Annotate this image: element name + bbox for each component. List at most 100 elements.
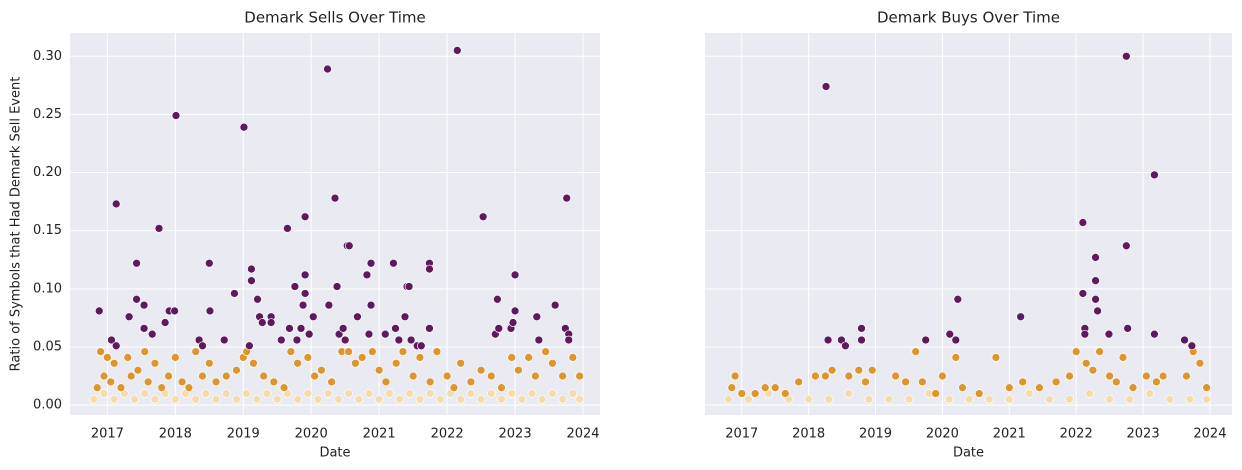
scatter-point (351, 358, 360, 368)
scatter-point (1091, 253, 1100, 262)
scatter-point (191, 347, 201, 356)
scatter-point (901, 377, 910, 387)
scatter-point (1125, 394, 1135, 404)
y-tick-label: 0.25 (33, 107, 62, 122)
scatter-point (303, 389, 313, 398)
scatter-point (541, 347, 550, 356)
scatter-point (857, 324, 866, 333)
scatter-point (154, 224, 164, 233)
scatter-point (921, 335, 931, 345)
scatter-point (558, 371, 567, 381)
scatter-point (1202, 383, 1211, 393)
scatter-point (132, 258, 141, 268)
scatter-point (205, 306, 215, 316)
scatter-point (327, 377, 336, 387)
scatter-point (132, 294, 141, 304)
scatter-point (96, 347, 105, 356)
scatter-point (854, 365, 864, 375)
scatter-point (841, 341, 850, 351)
scatter-point (286, 347, 296, 356)
scatter-point (310, 371, 319, 381)
scatter-point (293, 358, 302, 368)
scatter-point (575, 371, 584, 381)
scatter-point (974, 389, 984, 398)
scatter-point (575, 394, 584, 404)
scatter-point (416, 341, 426, 351)
chart-title: Demark Buys Over Time (877, 9, 1060, 27)
scatter-point (253, 294, 262, 304)
scatter-point (466, 389, 476, 398)
scatter-point (532, 312, 542, 322)
scatter-point (964, 394, 974, 404)
x-tick-label: 2024 (566, 427, 599, 442)
y-tick-label: 0.00 (33, 398, 62, 413)
plot-area (705, 33, 1232, 415)
scatter-point (794, 377, 803, 387)
scatter-point (497, 394, 506, 404)
scatter-point (1145, 389, 1155, 398)
scatter-point (514, 365, 523, 375)
scatter-point (239, 122, 249, 132)
scatter-point (1004, 383, 1014, 393)
scatter-point (389, 258, 398, 268)
scatter-point (344, 241, 354, 251)
x-tick-label: 2018 (792, 427, 825, 442)
scatter-point (564, 335, 574, 345)
scatter-point (147, 329, 157, 339)
scatter-point (517, 394, 527, 404)
scatter-point (201, 389, 211, 398)
scatter-point (884, 394, 894, 404)
scatter-point (404, 282, 414, 291)
scatter-point (984, 394, 994, 404)
scatter-point (276, 335, 286, 345)
scatter-point (344, 389, 353, 398)
scatter-point (991, 353, 1001, 362)
scatter-point (232, 394, 241, 404)
scatter-point (150, 358, 160, 368)
scatter-point (107, 335, 116, 345)
x-tick-label: 2020 (295, 427, 328, 442)
scatter-point (1035, 383, 1044, 393)
scatter-point (130, 394, 139, 404)
scatter-point (568, 353, 578, 362)
scatter-point (300, 270, 310, 280)
scatter-point (510, 270, 520, 280)
scatter-point (230, 289, 239, 298)
scatter-point (452, 46, 462, 55)
scatter-point (340, 335, 350, 345)
scatter-point (737, 389, 747, 398)
scatter-point (109, 394, 119, 404)
scatter-point (1045, 394, 1054, 404)
scatter-point (293, 394, 302, 404)
y-tick-label: 0.10 (33, 281, 62, 296)
scatter-point (170, 394, 180, 404)
scatter-point (857, 335, 866, 345)
y-tick-label: 0.20 (33, 165, 62, 180)
scatter-point (357, 353, 367, 362)
scatter-point (252, 394, 262, 404)
scatter-point (89, 394, 99, 404)
scatter-point (1080, 329, 1090, 339)
scatter-point (211, 394, 221, 404)
scatter-point (827, 365, 837, 375)
scatter-point (92, 383, 102, 393)
scatter-point (435, 394, 445, 404)
scatter-point (374, 365, 384, 375)
scatter-point (1018, 377, 1028, 387)
scatter-point (844, 371, 854, 381)
scatter-point (269, 377, 279, 387)
scatter-point (770, 383, 780, 393)
scatter-point (1088, 365, 1098, 375)
chart-title: Demark Sells Over Time (244, 9, 425, 27)
scatter-point (368, 347, 377, 356)
scatter-point (272, 394, 282, 404)
scatter-point (1118, 353, 1128, 362)
scatter-point (285, 324, 294, 333)
scatter-point (283, 224, 292, 233)
scatter-point (1078, 218, 1088, 227)
scatter-point (143, 377, 153, 387)
scatter-point (478, 212, 488, 222)
y-tick-label: 0.30 (33, 49, 62, 64)
scatter-point (824, 394, 834, 404)
